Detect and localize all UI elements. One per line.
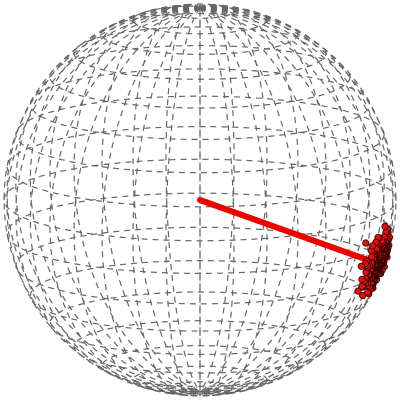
longitude-line-30: [73, 5, 201, 393]
sample-point: [381, 223, 389, 231]
longitude-line-45: [199, 7, 235, 397]
longitude-line-41: [101, 7, 201, 396]
longitude-line-48: [199, 7, 327, 395]
longitude-line-33: [15, 7, 201, 393]
latitude-line-12: [49, 291, 351, 356]
sphere-wireframe: [3, 3, 397, 397]
longitude-line-47: [199, 7, 299, 396]
longitude-line-36: [6, 7, 201, 393]
longitude-line-19: [199, 7, 385, 393]
longitude-line-25: [199, 3, 235, 393]
sample-point: [368, 242, 377, 250]
longitude-line-50: [199, 7, 371, 394]
sample-point: [354, 287, 362, 295]
longitude-line-37: [15, 7, 201, 393]
longitude-line-31: [49, 5, 201, 393]
sample-points: [354, 223, 394, 300]
sample-point: [358, 275, 366, 283]
longitude-line-39: [49, 7, 201, 395]
latitude-line-11: [29, 259, 371, 332]
longitude-line-43: [165, 7, 201, 397]
mean-direction-line: [197, 197, 372, 264]
longitude-line-24: [199, 3, 268, 393]
longitude-line-29: [101, 4, 201, 393]
longitude-line-38: [29, 7, 201, 394]
longitude-line-17: [199, 7, 397, 393]
latitude-line-4: [49, 44, 351, 109]
sample-point: [358, 291, 367, 300]
longitude-line-46: [199, 7, 268, 397]
longitude-line-27: [165, 3, 201, 393]
mean-direction-vector: [197, 197, 372, 264]
longitude-line-28: [132, 3, 201, 393]
longitude-line-23: [199, 4, 299, 393]
longitude-line-20: [199, 6, 371, 393]
sample-point: [357, 262, 365, 270]
longitude-line-49: [199, 7, 351, 395]
longitude-line-22: [199, 5, 327, 393]
longitude-line-40: [73, 7, 201, 395]
sample-point: [362, 239, 370, 247]
longitude-line-51: [199, 7, 385, 393]
longitude-line-52: [199, 7, 394, 393]
longitude-line-42: [132, 7, 201, 397]
longitude-line-35: [3, 7, 201, 393]
longitude-line-32: [29, 6, 201, 393]
longitude-line-21: [199, 5, 351, 393]
